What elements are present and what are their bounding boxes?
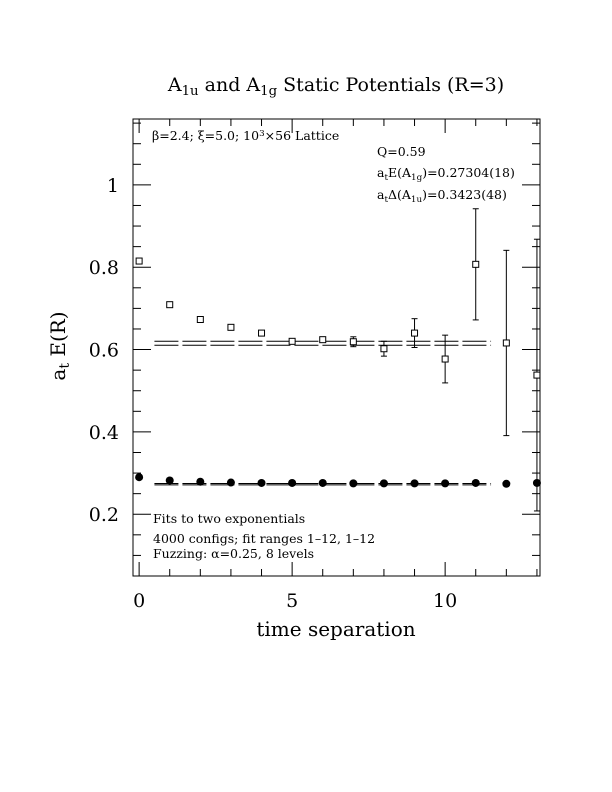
open-square-point (196, 316, 204, 324)
axis-tick-labels: 0 5 10 0.2 0.4 0.6 0.8 1 (89, 175, 457, 612)
open-square-point (472, 260, 480, 268)
open-square-point (380, 345, 388, 353)
filled-circle-point (135, 473, 144, 482)
y-tick-label: 0.8 (89, 257, 119, 279)
fuzzing-note: Fuzzing: α=0.25, 8 levels (153, 546, 314, 561)
fits-note: Fits to two exponentials (153, 511, 305, 526)
open-square-point (227, 323, 235, 331)
open-square-point (533, 371, 541, 379)
filled-circle-point (532, 478, 541, 487)
filled-circle-point (410, 479, 419, 488)
energy-annotation: atE(A1g)=0.27304(18) (377, 165, 515, 183)
filled-circle-point (257, 478, 266, 487)
filled-circle-point (349, 479, 358, 488)
open-square-point (502, 339, 510, 347)
lattice-annotation: β=2.4; ξ=5.0; 103×56 Lattice (152, 128, 339, 143)
filled-circle-point (226, 478, 235, 487)
x-tick-label: 10 (433, 590, 457, 612)
plot-frame (132, 118, 541, 577)
open-square-point (288, 337, 296, 345)
x-tick-label: 5 (286, 590, 298, 612)
filled-circle-point (165, 476, 174, 485)
y-tick-label: 0.6 (89, 340, 119, 362)
open-square-point (166, 301, 174, 309)
filled-circle-point (502, 479, 511, 488)
y-axis-label: at E(R) (46, 311, 73, 380)
open-square-point (258, 329, 266, 337)
filled-circle-point (441, 479, 450, 488)
y-tick-label: 0.4 (89, 422, 119, 444)
fit-bands (154, 340, 492, 486)
y-tick-label: 1 (107, 175, 119, 197)
open-square-point (441, 355, 449, 363)
y-tick-label: 0.2 (89, 504, 119, 526)
x-tick-label: 0 (133, 590, 145, 612)
data-points (135, 208, 541, 512)
open-square-point (349, 338, 357, 346)
filled-circle-point (318, 478, 327, 487)
filled-circle-point (471, 478, 480, 487)
filled-circle-point (196, 477, 205, 486)
q-annotation: Q=0.59 (377, 144, 426, 159)
chart-title: A1u and A1g Static Potentials (R=3) (167, 74, 504, 99)
open-square-point (319, 336, 327, 344)
filled-circle-point (379, 479, 388, 488)
configs-note: 4000 configs; fit ranges 1–12, 1–12 (153, 531, 375, 546)
open-square-point (411, 329, 419, 337)
gap-annotation: atΔ(A1u)=0.3423(48) (377, 187, 507, 205)
filled-circle-point (288, 478, 297, 487)
axis-ticks (133, 119, 540, 577)
x-axis-label: time separation (256, 617, 415, 641)
open-square-point (135, 257, 143, 265)
